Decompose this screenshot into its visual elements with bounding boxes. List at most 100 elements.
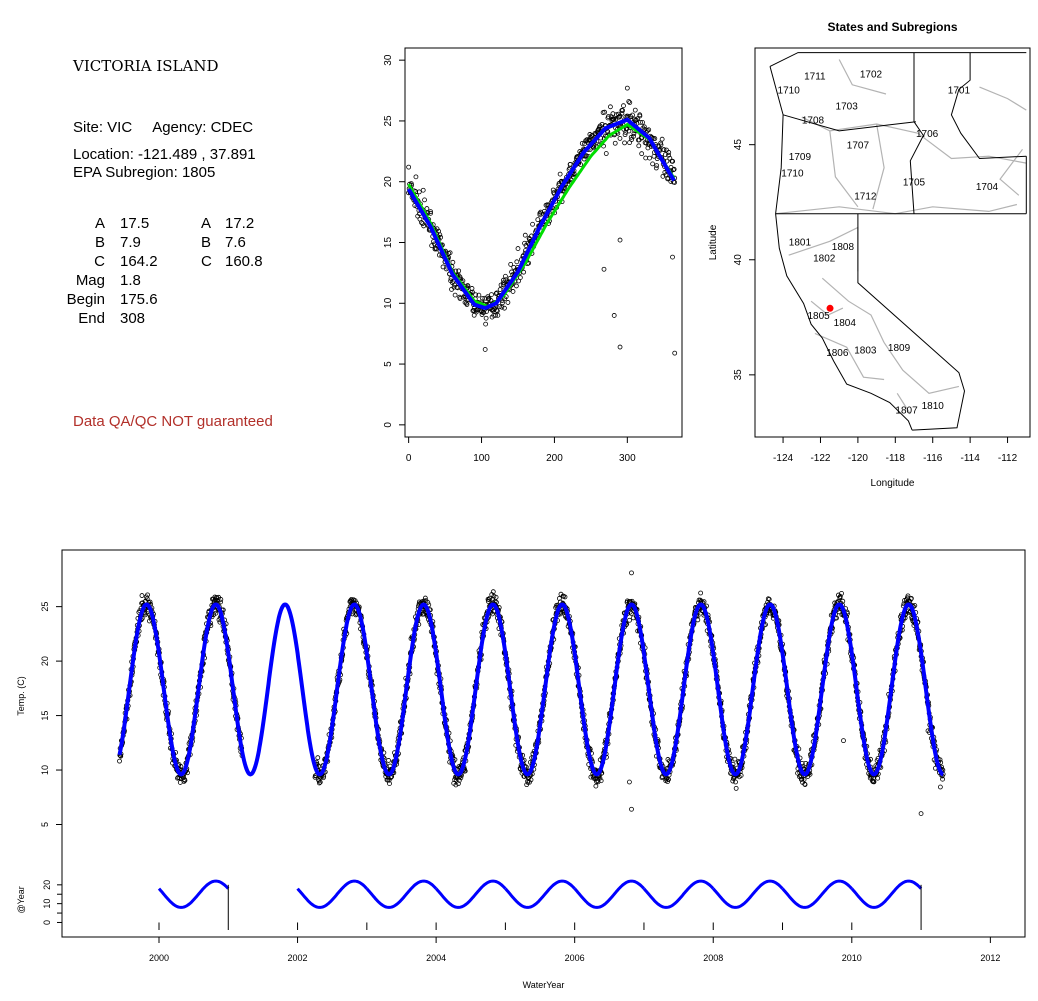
coef-value: 7.9 — [120, 234, 141, 251]
observation-point — [464, 302, 470, 307]
observation-point — [803, 760, 809, 766]
observation-point — [450, 259, 456, 265]
observation-point — [905, 593, 911, 599]
observation-point — [665, 757, 671, 762]
observation-point — [509, 269, 514, 275]
observation-point — [637, 113, 643, 119]
observation-point — [611, 116, 616, 122]
observation-point — [503, 273, 508, 279]
y-tick-label: 5 — [40, 822, 50, 827]
observation-point — [544, 202, 550, 208]
observation-point — [605, 129, 611, 135]
y-tick-label: 25 — [40, 602, 50, 612]
observation-point — [612, 140, 618, 146]
observation-point — [428, 209, 433, 215]
observation-point — [646, 127, 652, 133]
x-tick-label: 200 — [546, 453, 563, 464]
y-tick-label: 10 — [383, 297, 394, 309]
observation-point — [483, 315, 489, 321]
observation-point — [517, 275, 523, 281]
coefficient-table-left: A 17.5 B 7.9 C 164.2 Mag 1.8 Begin 175.6… — [60, 215, 180, 335]
year-fit-curve — [157, 879, 230, 909]
observation-point — [593, 783, 599, 789]
observation-point — [406, 164, 412, 170]
coef-value: 7.6 — [225, 234, 246, 251]
observation-point — [603, 151, 609, 156]
observation-point — [471, 312, 477, 318]
subregion-boundary — [838, 59, 887, 95]
observation-point — [606, 114, 611, 119]
observation-point — [801, 777, 807, 782]
observation-point — [493, 594, 499, 600]
plot-frame — [61, 549, 1026, 938]
observation-point — [455, 781, 461, 787]
observation-point — [494, 599, 499, 605]
region-label: 1707 — [847, 141, 870, 152]
y-axis-label: Latitude — [708, 224, 719, 260]
observation-point — [514, 259, 520, 265]
subregion-boundary — [917, 132, 1027, 164]
x-tick-label: 2012 — [980, 953, 1000, 963]
y-tick-label: 45 — [733, 139, 744, 151]
x-tick-label: 2006 — [565, 953, 585, 963]
observation-point — [610, 117, 616, 123]
y-tick-label: 20 — [383, 176, 394, 188]
year-fit-curve — [850, 879, 923, 909]
observation-point — [940, 776, 945, 782]
observation-point — [695, 617, 701, 623]
coef-value: 160.8 — [225, 253, 263, 270]
observation-point — [630, 112, 635, 118]
year-fit-curve — [296, 879, 368, 909]
observation-point — [500, 300, 505, 306]
observation-point — [535, 217, 541, 223]
x-tick-label: 2004 — [426, 953, 446, 963]
y-tick-label: 25 — [383, 115, 394, 127]
observation-point — [617, 135, 623, 141]
observation-point — [522, 232, 528, 238]
observation-point — [458, 775, 464, 781]
observation-point — [733, 779, 738, 785]
observation-point — [213, 610, 219, 616]
observation-point — [654, 163, 660, 168]
observation-point — [416, 189, 422, 195]
year-y-tick-label: 0 — [42, 920, 52, 925]
observation-point — [578, 162, 583, 168]
observation-point — [501, 277, 506, 283]
region-label: 1710 — [778, 85, 801, 96]
observation-point — [647, 155, 652, 161]
coef-label: A — [201, 215, 212, 232]
temperature-fit-line — [117, 602, 944, 777]
observation-point — [489, 292, 494, 298]
observation-point — [589, 133, 594, 139]
observation-point — [473, 292, 479, 298]
coef-label: B — [201, 234, 212, 251]
region-label: 1806 — [826, 348, 849, 359]
observation-point — [918, 811, 924, 817]
observation-point — [666, 777, 671, 782]
observation-point — [182, 778, 188, 783]
observation-point — [732, 756, 738, 762]
observation-point — [448, 276, 454, 281]
subregion-boundary — [979, 86, 1027, 111]
subregion-boundary — [883, 342, 960, 394]
observation-point — [490, 589, 496, 595]
observation-point — [611, 313, 617, 318]
observation-point — [579, 140, 585, 146]
observation-point — [701, 599, 707, 605]
observation-point — [453, 782, 459, 788]
observation-point — [218, 599, 223, 605]
year-fit-curve — [504, 879, 576, 909]
qa-disclaimer: Data QA/QC NOT guaranteed — [73, 413, 273, 430]
subregion-boundary — [775, 203, 1018, 215]
observation-point — [645, 128, 650, 134]
observation-point — [661, 147, 667, 153]
coef-label: Begin — [66, 291, 105, 308]
state-border — [857, 213, 966, 431]
coef-value: 164.2 — [120, 253, 158, 270]
observation-point — [617, 344, 623, 350]
observation-point — [452, 292, 458, 298]
region-label: 1705 — [903, 178, 926, 189]
observation-point — [643, 155, 649, 161]
observation-point — [639, 151, 645, 157]
